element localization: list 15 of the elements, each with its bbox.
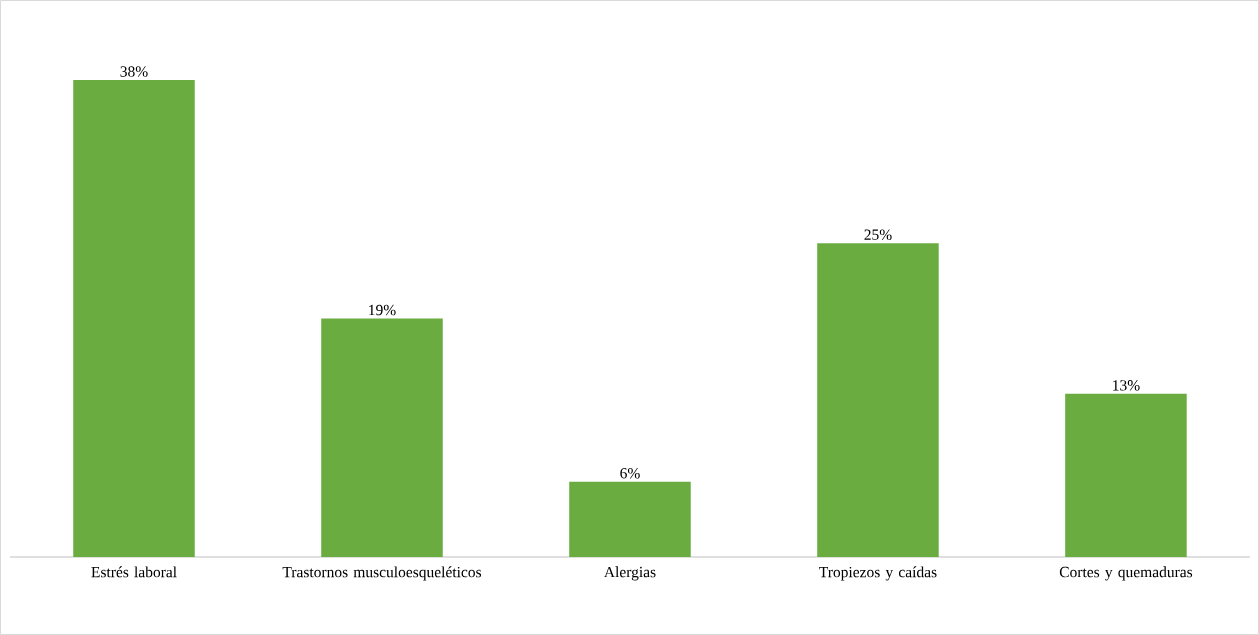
bar [1065,393,1187,557]
x-tick-label: Alergias [604,566,656,581]
bar [817,243,939,557]
data-label: 19% [369,304,396,316]
x-tick-label: Trastornos musculoesqueléticos [282,566,482,581]
x-tick-label: Cortes y quemaduras [1059,566,1193,581]
x-tick-label: Tropiezos y caídas [819,566,937,581]
data-label: 6% [620,467,640,479]
data-label: 38% [120,66,148,77]
data-label: 13% [1113,380,1140,391]
bar [569,481,691,557]
bar [321,318,443,557]
bar [73,80,195,557]
data-label: 25% [864,229,892,240]
x-tick-label: Estrés laboral [91,566,177,578]
